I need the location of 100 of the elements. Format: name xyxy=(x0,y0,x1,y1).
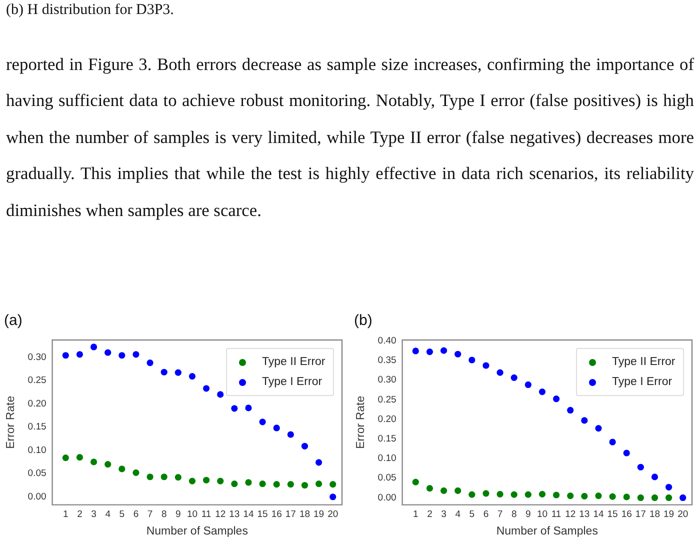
point xyxy=(496,490,504,498)
point xyxy=(160,368,168,376)
point xyxy=(287,481,294,488)
point xyxy=(552,396,560,402)
point xyxy=(62,454,69,462)
point xyxy=(330,494,336,500)
x-tick-label: 10 xyxy=(186,509,198,520)
point xyxy=(567,406,574,414)
point xyxy=(524,381,532,388)
point xyxy=(665,494,672,502)
x-tick-label: 19 xyxy=(664,509,674,520)
legend-label: Type II Error xyxy=(612,356,676,368)
point xyxy=(259,480,266,488)
x-tick-label: 1 xyxy=(413,509,418,520)
point xyxy=(510,491,518,498)
y-tick-label: 0.15 xyxy=(378,434,396,445)
x-tick-label: 12 xyxy=(215,509,226,520)
x-tick-label: 4 xyxy=(105,509,110,520)
x-tick-label: 7 xyxy=(497,509,503,520)
point xyxy=(202,476,210,484)
point xyxy=(482,362,490,369)
legend-label: Type II Error xyxy=(262,356,326,368)
point xyxy=(104,461,112,468)
point xyxy=(609,493,616,500)
x-tick-label: 20 xyxy=(678,509,688,520)
x-tick-label: 18 xyxy=(649,509,660,520)
point xyxy=(287,431,294,438)
point xyxy=(412,478,419,486)
point xyxy=(217,478,224,484)
text: reported in Figure 3. Both errors decrease as sample size increases, confirming the importance of having sufficient data to achieve robust monitoring. Notably, Type I error (false positives) is high when the number of samples is very limited, while Type II error (false negatives) decreases more gradually. This implies that while the test is highly effective in data rich scenarios, its reliability diminishes when samples are scarce. xyxy=(6,53,694,222)
x-tick-label: 6 xyxy=(483,509,489,520)
point xyxy=(62,352,69,359)
point xyxy=(188,478,196,484)
x-tick-label: 14 xyxy=(243,509,254,520)
point xyxy=(259,418,266,426)
point xyxy=(273,481,280,488)
x-tick-label: 15 xyxy=(257,509,268,520)
point xyxy=(454,487,462,494)
chart-title: (b) xyxy=(354,312,372,330)
point xyxy=(651,474,658,480)
point xyxy=(231,480,238,488)
x-tick-label: 13 xyxy=(229,509,240,520)
x-tick-label: 8 xyxy=(511,509,517,520)
point xyxy=(76,454,84,461)
x-tick-label: 5 xyxy=(469,509,475,520)
point xyxy=(146,474,154,480)
x-tick-label: 9 xyxy=(526,509,531,520)
point xyxy=(412,348,419,354)
y-tick-label: 0.35 xyxy=(378,355,396,366)
point xyxy=(426,485,434,492)
point xyxy=(637,464,644,470)
x-tick-label: 3 xyxy=(91,509,96,520)
x-axis-title: Number of Samples xyxy=(146,525,248,538)
point xyxy=(468,356,476,364)
y-tick-label: 0.10 xyxy=(28,444,46,456)
point xyxy=(440,347,448,354)
point xyxy=(581,417,588,424)
y-tick-label: 0.05 xyxy=(28,468,46,480)
y-tick-label: 0.00 xyxy=(28,492,46,503)
x-tick-label: 3 xyxy=(441,509,446,520)
legend-label: Type I Error xyxy=(612,376,672,388)
point xyxy=(426,348,434,356)
point xyxy=(174,474,182,481)
x-tick-label: 4 xyxy=(455,509,460,520)
point xyxy=(132,351,140,358)
point xyxy=(245,479,252,486)
y-tick-label: 0.20 xyxy=(378,414,396,425)
point xyxy=(440,487,448,494)
x-tick-label: 10 xyxy=(536,509,548,520)
point xyxy=(160,474,168,480)
x-tick-label: 16 xyxy=(271,509,282,520)
x-tick-label: 20 xyxy=(328,509,338,520)
point xyxy=(510,374,518,381)
point xyxy=(315,480,322,488)
x-tick-label: 11 xyxy=(551,509,562,520)
point xyxy=(595,492,602,500)
x-tick-label: 7 xyxy=(147,509,153,520)
point xyxy=(680,494,686,502)
x-tick-label: 18 xyxy=(299,509,310,520)
y-tick-label: 0.10 xyxy=(378,453,396,464)
point xyxy=(567,492,574,500)
point xyxy=(273,424,280,432)
x-tick-label: 12 xyxy=(565,509,576,520)
x-tick-label: 15 xyxy=(607,509,618,520)
point xyxy=(623,450,630,456)
point xyxy=(482,490,490,497)
chart-title: (a) xyxy=(4,312,22,330)
x-tick-label: 13 xyxy=(579,509,590,520)
point xyxy=(217,391,224,398)
point xyxy=(524,491,532,498)
point xyxy=(538,388,546,396)
point xyxy=(245,404,252,412)
point xyxy=(496,369,504,376)
point xyxy=(231,405,238,412)
point xyxy=(174,369,182,376)
point xyxy=(90,458,98,466)
point xyxy=(538,490,546,498)
x-tick-label: 17 xyxy=(285,509,296,520)
x-tick-label: 19 xyxy=(314,509,324,520)
point xyxy=(104,349,112,356)
